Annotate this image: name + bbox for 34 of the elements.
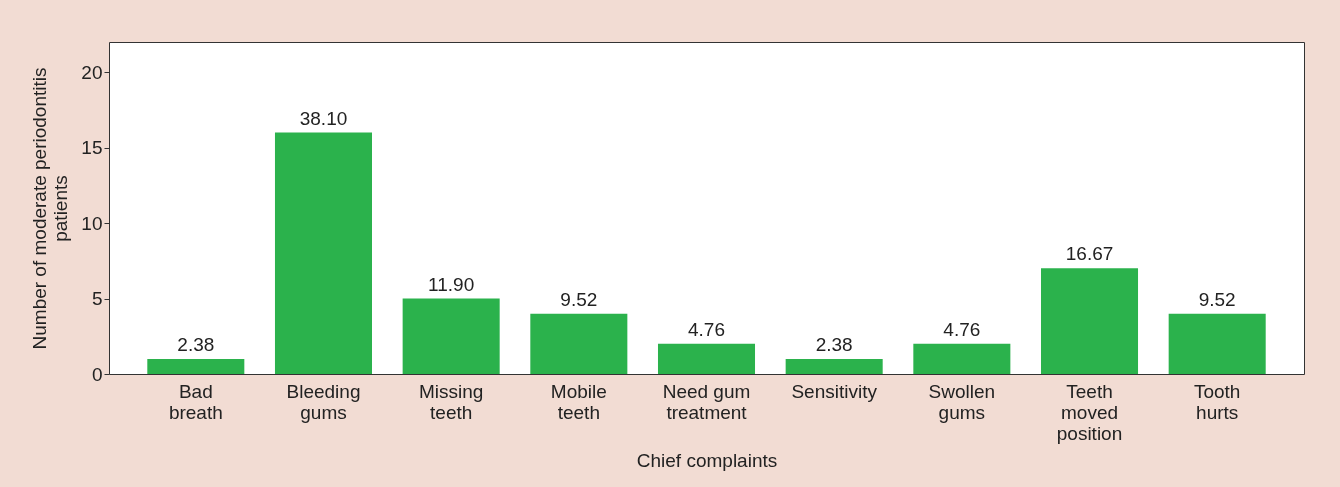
x-tick-label: Teeth moved position — [1056, 380, 1123, 444]
bar — [147, 358, 245, 374]
y-tick-label: 20 — [81, 61, 103, 83]
annotation: 2.38 — [177, 333, 215, 355]
x-tick-label: Missing teeth — [418, 380, 484, 423]
x-axis-title: Chief complaints — [636, 449, 778, 471]
bar — [274, 132, 372, 374]
bar — [1168, 313, 1266, 374]
x-tick-label: Tooth hurts — [1193, 380, 1241, 423]
bar — [1041, 268, 1139, 374]
bar — [402, 298, 500, 374]
annotation: 2.38 — [815, 333, 853, 355]
bar — [785, 358, 883, 374]
y-tick-label: 0 — [91, 363, 103, 385]
x-tick-label: Mobile teeth — [550, 380, 607, 423]
y-tick-label: 5 — [91, 288, 103, 310]
x-tick-label: Bleeding gums — [286, 380, 361, 423]
y-tick-label: 15 — [81, 137, 103, 159]
annotation: 9.52 — [1198, 288, 1236, 310]
annotation: 4.76 — [688, 318, 725, 340]
annotation: 9.52 — [560, 288, 598, 310]
bar — [657, 343, 756, 374]
y-axis-title: Number of moderate periodontitis patients — [29, 67, 72, 350]
x-tick-label: Bad breath — [168, 380, 223, 423]
annotation: 4.76 — [943, 318, 981, 340]
x-tick-label: Need gum treatment — [662, 380, 751, 423]
y-tick-label: 10 — [81, 212, 103, 234]
x-tick-label: Sensitivity — [791, 380, 878, 402]
annotation: 38.10 — [299, 107, 348, 129]
x-tick-label: Swollen gums — [928, 380, 996, 423]
bar — [530, 313, 628, 374]
annotation: 16.67 — [1065, 243, 1114, 265]
annotation: 11.90 — [428, 273, 475, 295]
bar — [913, 343, 1011, 374]
